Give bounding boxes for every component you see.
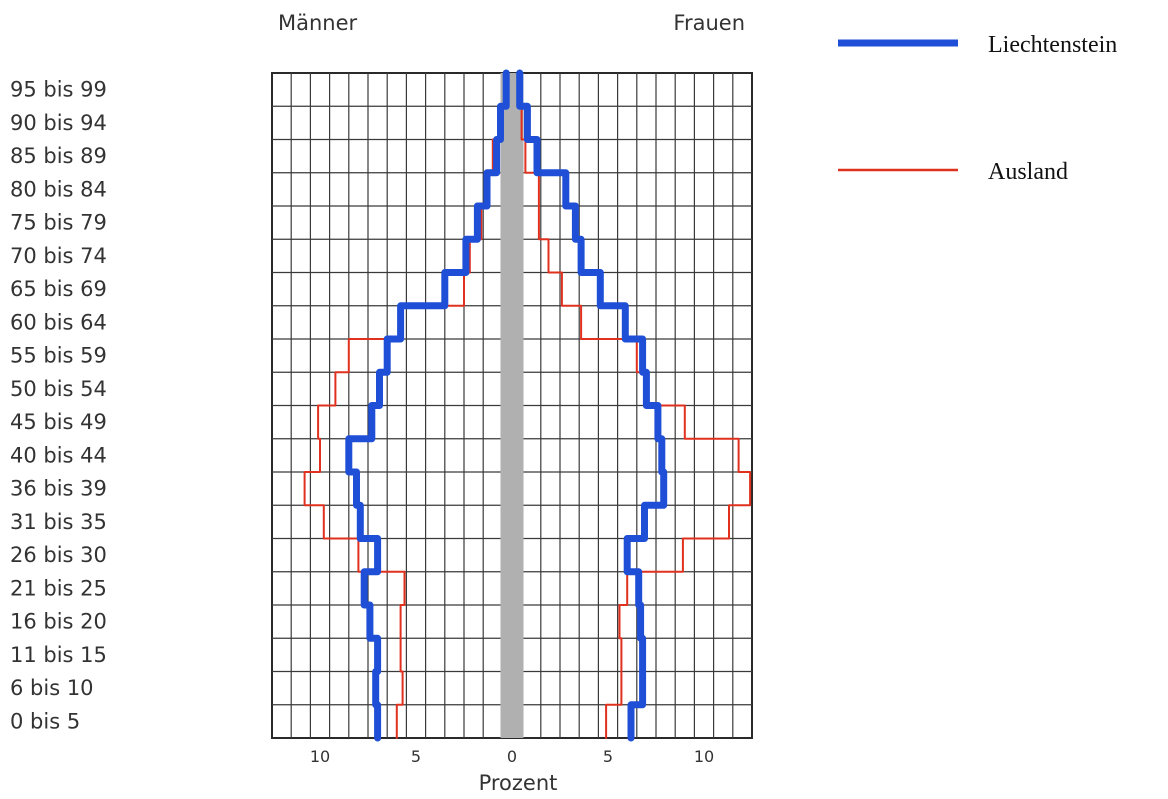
legend: Liechtenstein Ausland bbox=[838, 32, 1117, 185]
age-label: 60 bis 64 bbox=[10, 310, 107, 334]
age-label: 6 bis 10 bbox=[10, 676, 94, 700]
series-line-ausland-frauen bbox=[518, 72, 752, 739]
age-label: 40 bis 44 bbox=[10, 443, 107, 467]
x-axis-title: Prozent bbox=[479, 771, 558, 795]
x-tick-label: 10 bbox=[310, 747, 330, 766]
zero-axis-band bbox=[500, 73, 524, 738]
age-label: 90 bis 94 bbox=[10, 111, 107, 135]
age-label: 0 bis 5 bbox=[10, 709, 80, 733]
age-label: 75 bis 79 bbox=[10, 211, 107, 235]
age-label: 36 bis 39 bbox=[10, 477, 107, 501]
age-label: 85 bis 89 bbox=[10, 144, 107, 168]
age-label: 21 bis 25 bbox=[10, 576, 107, 600]
left-header: Männer bbox=[278, 11, 358, 35]
x-tick-label: 0 bbox=[507, 747, 517, 766]
legend-label-liechtenstein: Liechtenstein bbox=[988, 32, 1117, 58]
age-label: 45 bis 49 bbox=[10, 410, 107, 434]
age-group-labels: 95 bis 99 90 bis 94 85 bis 89 80 bis 84 75 b… bbox=[10, 78, 107, 734]
x-axis-ticks: 10 5 0 5 10 bbox=[310, 747, 714, 766]
age-label: 80 bis 84 bbox=[10, 177, 107, 201]
age-label: 55 bis 59 bbox=[10, 344, 107, 368]
age-label: 31 bis 35 bbox=[10, 510, 107, 534]
age-label: 50 bis 54 bbox=[10, 377, 107, 401]
right-header: Frauen bbox=[673, 11, 745, 35]
legend-label-ausland: Ausland bbox=[988, 159, 1068, 185]
x-tick-label: 10 bbox=[694, 747, 714, 766]
series-line-liechtenstein-frauen bbox=[516, 69, 668, 742]
series-line-liechtenstein-maenner bbox=[345, 69, 510, 742]
series-lines bbox=[303, 69, 752, 742]
age-label: 16 bis 20 bbox=[10, 610, 107, 634]
x-tick-label: 5 bbox=[411, 747, 421, 766]
age-label: 26 bis 30 bbox=[10, 543, 107, 567]
x-tick-label: 5 bbox=[603, 747, 613, 766]
age-label: 95 bis 99 bbox=[10, 78, 107, 102]
age-label: 70 bis 74 bbox=[10, 244, 107, 268]
age-label: 11 bis 15 bbox=[10, 643, 107, 667]
age-label: 65 bis 69 bbox=[10, 277, 107, 301]
